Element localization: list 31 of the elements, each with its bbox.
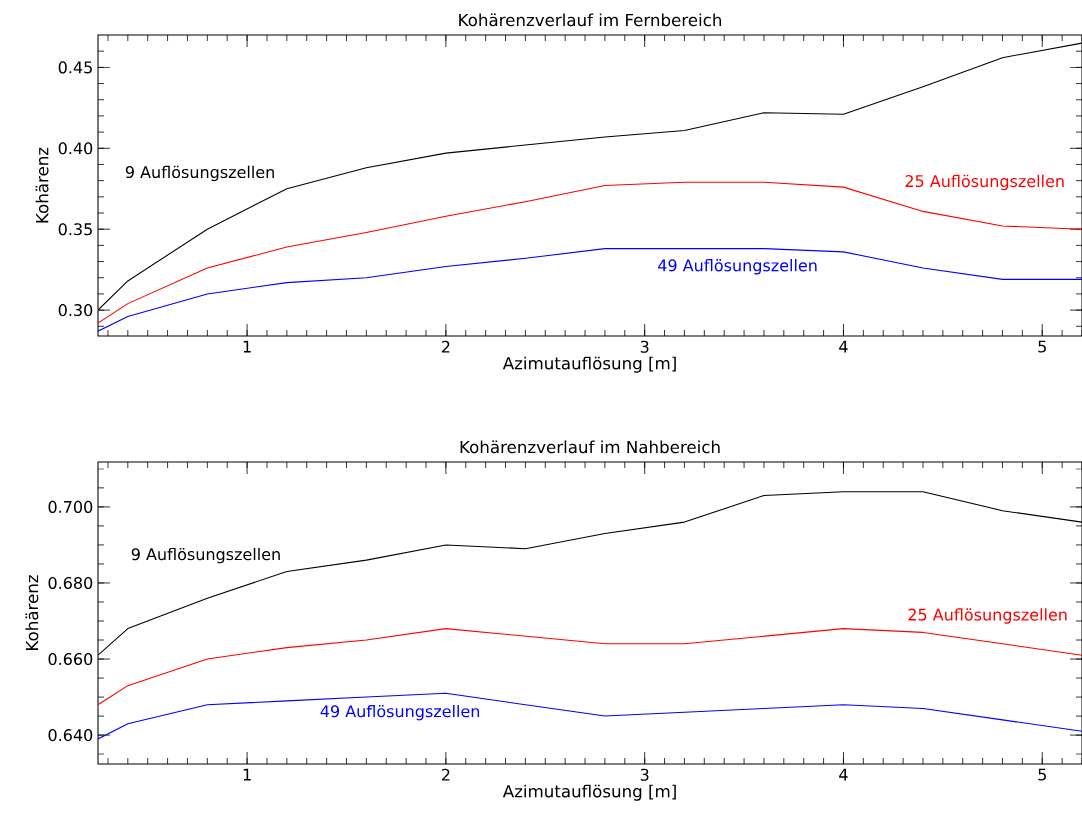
line-series xyxy=(98,692,1082,740)
x-tick-label: 2 xyxy=(441,340,450,353)
x-tick-label: 3 xyxy=(640,768,649,781)
series-label: 49 Auflösungszellen xyxy=(320,704,480,721)
chart-title: Kohärenzverlauf im Nahbereich xyxy=(460,440,720,454)
y-axis-title: Kohärenz xyxy=(25,575,39,650)
y-tick-label: 0.680 xyxy=(48,576,93,590)
x-tick-label: 5 xyxy=(1038,340,1046,353)
y-tick-label: 0.45 xyxy=(58,61,92,74)
series-label: 25 Auflösungszellen xyxy=(908,608,1067,624)
x-axis-title: Azimutauflösung [m] xyxy=(502,356,676,373)
x-axis-title: Azimutauflösung [m] xyxy=(502,784,676,801)
chart-title: Kohärenzverlauf im Fernbereich xyxy=(459,13,721,27)
x-tick-label: 5 xyxy=(1038,768,1046,781)
series-label: 49 Auflösungszellen xyxy=(658,259,817,275)
y-tick-label: 0.660 xyxy=(48,652,93,666)
x-tick-label: 1 xyxy=(243,340,251,353)
legend-label: 9 Auflösungszellen xyxy=(131,547,280,564)
x-tick-label: 2 xyxy=(441,768,450,781)
series-label: 25 Auflösungszellen xyxy=(905,174,1064,191)
y-axis-title: Kohärenz xyxy=(35,147,49,223)
legend-label: 9 Auflösungszellen xyxy=(125,165,274,182)
x-tick-label: 1 xyxy=(243,768,251,781)
x-tick-label: 4 xyxy=(839,768,848,781)
y-tick-label: 0.30 xyxy=(58,304,93,317)
y-tick-label: 0.40 xyxy=(58,142,93,155)
x-tick-label: 3 xyxy=(640,340,649,353)
x-tick-label: 4 xyxy=(839,340,848,353)
y-tick-label: 0.700 xyxy=(48,500,93,513)
y-tick-label: 0.640 xyxy=(48,729,93,742)
y-tick-label: 0.35 xyxy=(58,223,92,236)
